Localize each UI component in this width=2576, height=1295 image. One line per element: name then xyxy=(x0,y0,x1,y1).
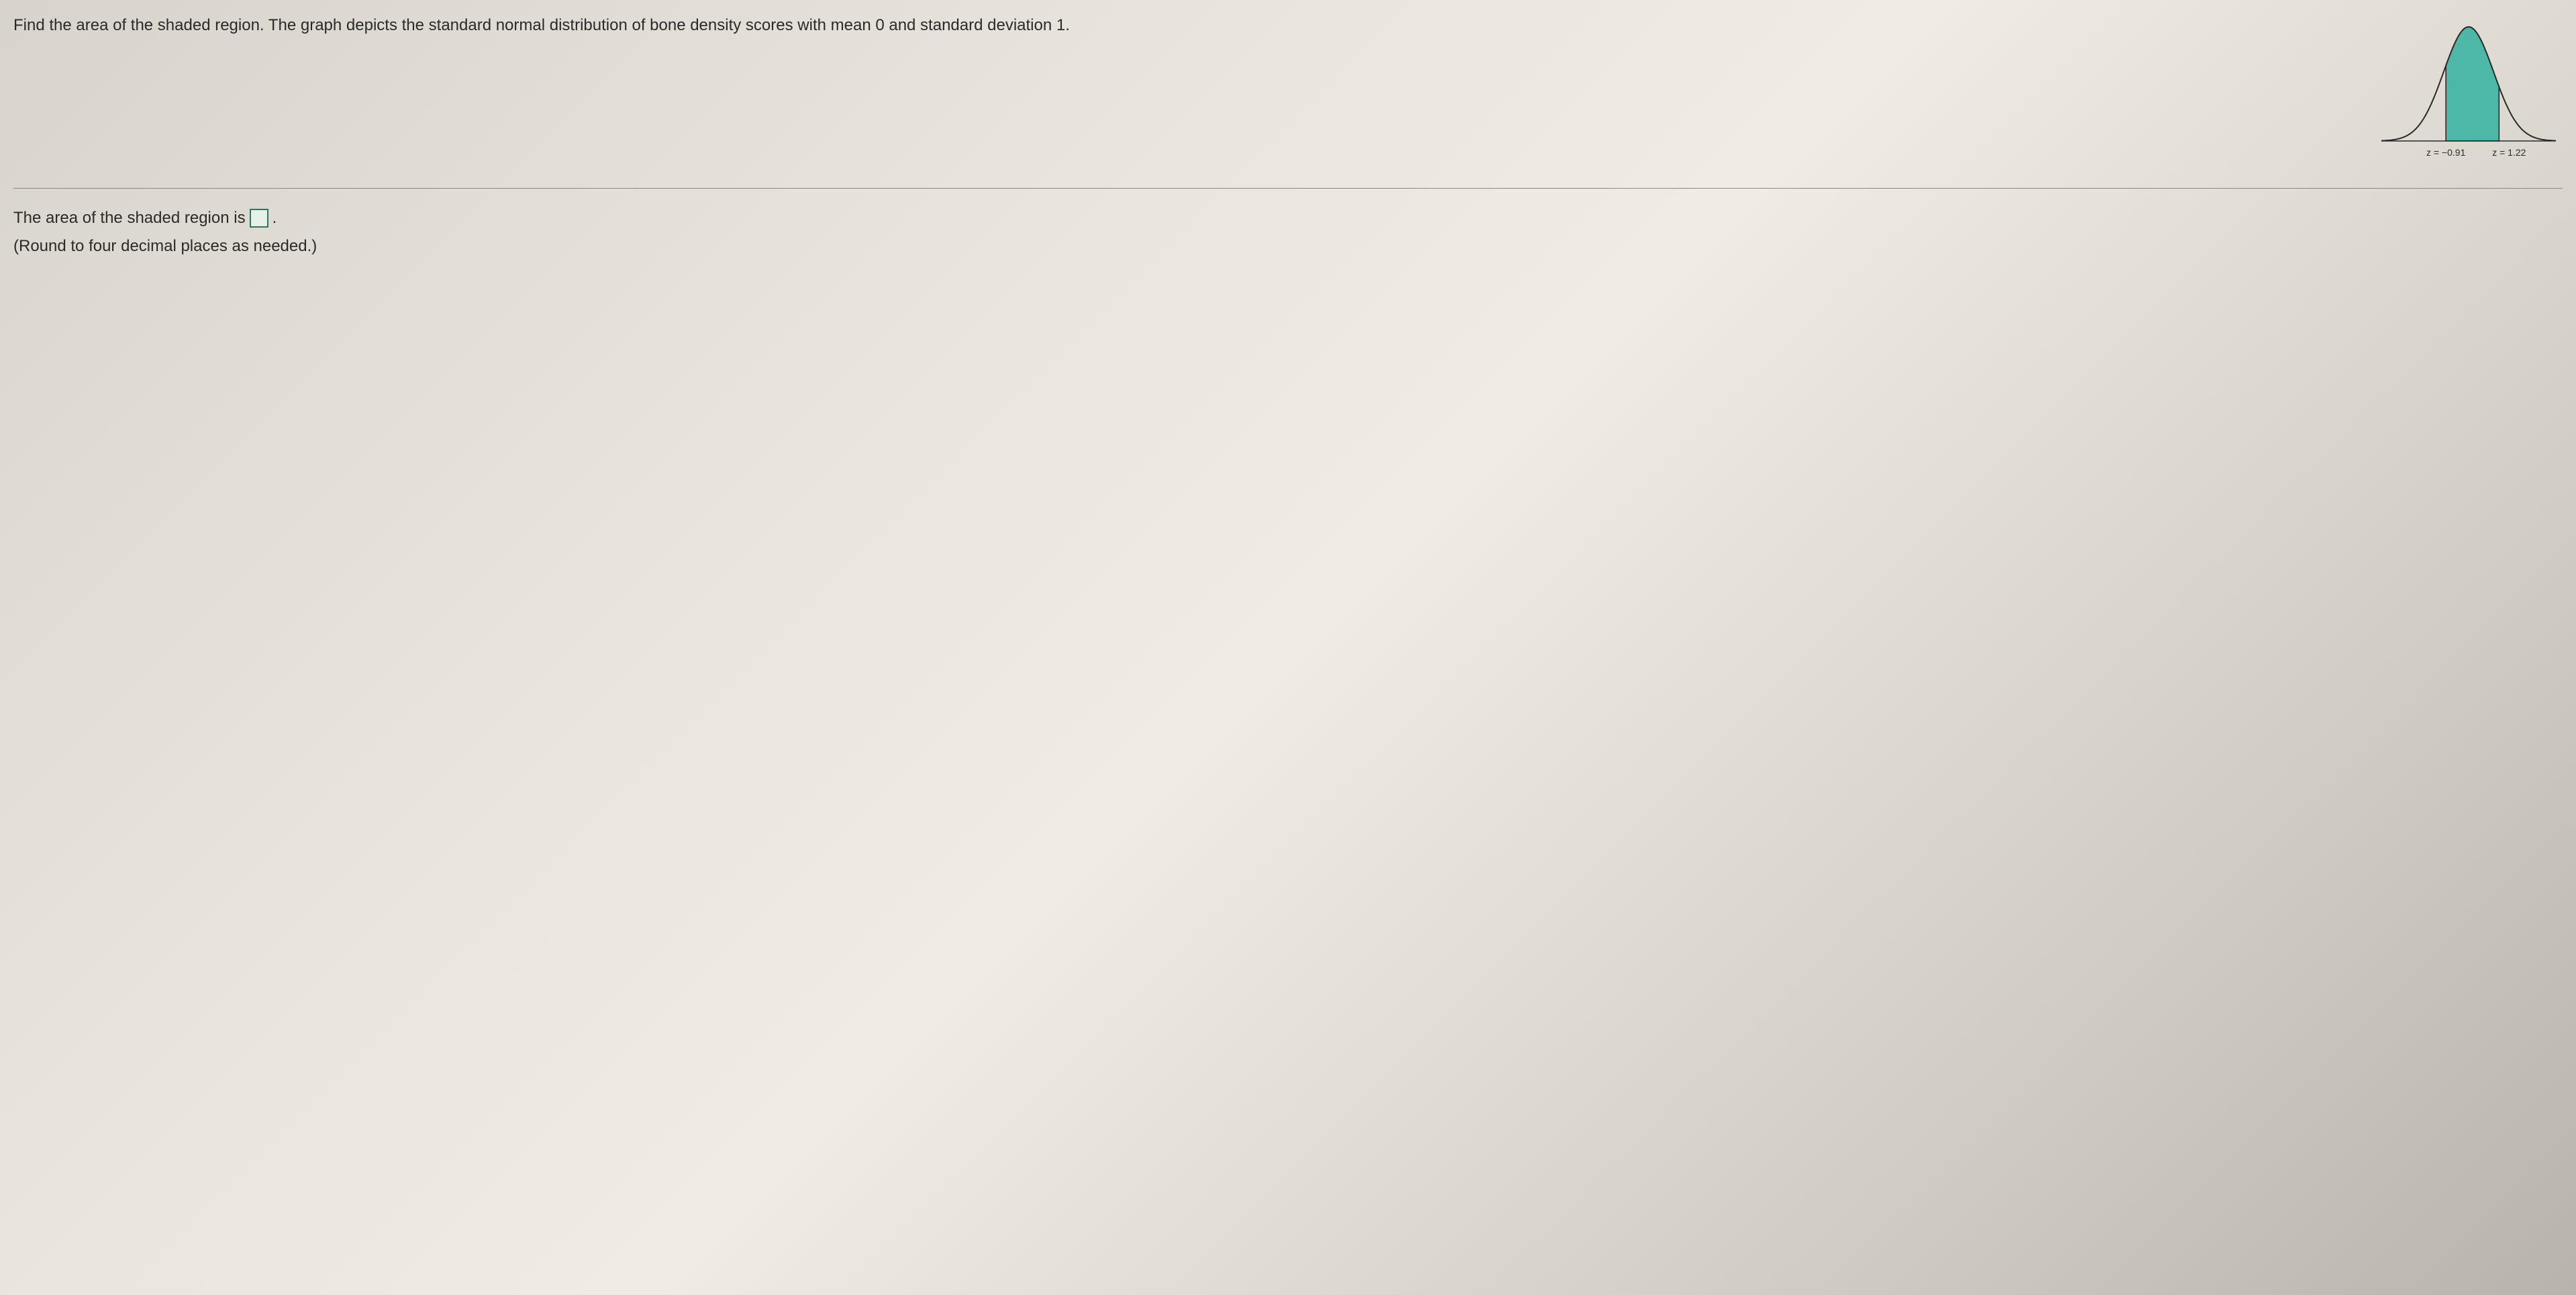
svg-text:z = 1.22: z = 1.22 xyxy=(2492,147,2526,158)
question-area: Find the area of the shaded region. The … xyxy=(13,13,2563,189)
answer-instruction: (Round to four decimal places as needed.… xyxy=(13,234,2563,259)
question-text: Find the area of the shaded region. The … xyxy=(13,13,2375,38)
answer-prefix: The area of the shaded region is xyxy=(13,205,246,231)
answer-line: The area of the shaded region is . xyxy=(13,205,2563,231)
answer-suffix: . xyxy=(273,205,277,231)
answer-area: The area of the shaded region is . (Roun… xyxy=(13,205,2563,260)
problem-container: Find the area of the shaded region. The … xyxy=(13,13,2563,260)
normal-distribution-graph: z = −0.91 z = 1.22 xyxy=(2375,13,2563,168)
svg-text:z = −0.91: z = −0.91 xyxy=(2426,147,2466,158)
distribution-svg: z = −0.91 z = 1.22 xyxy=(2375,20,2563,168)
answer-input[interactable] xyxy=(250,209,268,228)
